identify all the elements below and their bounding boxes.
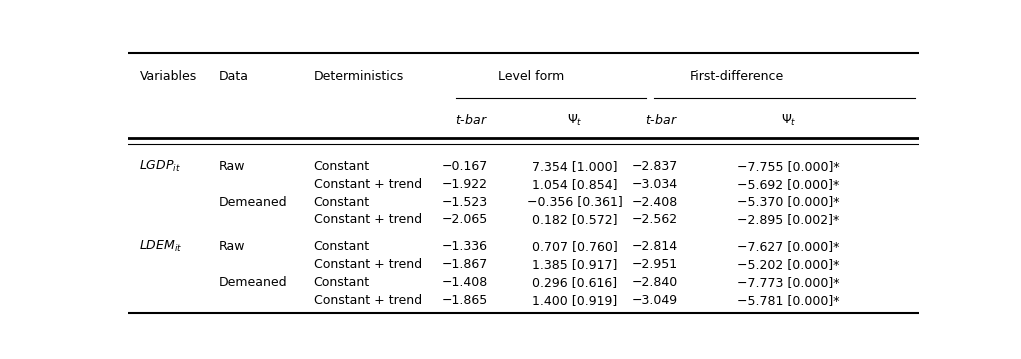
Text: $\Psi_t$: $\Psi_t$ xyxy=(567,113,583,128)
Text: −2.408: −2.408 xyxy=(631,196,678,209)
Text: −2.837: −2.837 xyxy=(631,160,678,173)
Text: Raw: Raw xyxy=(218,240,245,253)
Text: −2.895 [0.002]*: −2.895 [0.002]* xyxy=(737,214,839,227)
Text: 0.707 [0.760]: 0.707 [0.760] xyxy=(532,240,618,253)
Text: −5.692 [0.000]*: −5.692 [0.000]* xyxy=(737,178,839,191)
Text: −2.562: −2.562 xyxy=(631,214,678,227)
Text: −1.523: −1.523 xyxy=(441,196,488,209)
Text: −1.865: −1.865 xyxy=(441,294,488,307)
Text: 1.385 [0.917]: 1.385 [0.917] xyxy=(532,258,618,271)
Text: −7.755 [0.000]*: −7.755 [0.000]* xyxy=(737,160,839,173)
Text: Constant + trend: Constant + trend xyxy=(313,178,422,191)
Text: LDEM$_{it}$: LDEM$_{it}$ xyxy=(140,239,183,254)
Text: Constant + trend: Constant + trend xyxy=(313,214,422,227)
Text: −7.773 [0.000]*: −7.773 [0.000]* xyxy=(737,276,839,289)
Text: Constant: Constant xyxy=(313,276,370,289)
Text: 1.054 [0.854]: 1.054 [0.854] xyxy=(532,178,618,191)
Text: −7.627 [0.000]*: −7.627 [0.000]* xyxy=(737,240,839,253)
Text: 7.354 [1.000]: 7.354 [1.000] xyxy=(532,160,618,173)
Text: −5.781 [0.000]*: −5.781 [0.000]* xyxy=(737,294,839,307)
Text: Level form: Level form xyxy=(498,70,565,83)
Text: −1.336: −1.336 xyxy=(442,240,488,253)
Text: −1.408: −1.408 xyxy=(441,276,488,289)
Text: −1.867: −1.867 xyxy=(441,258,488,271)
Text: $\Psi_t$: $\Psi_t$ xyxy=(780,113,796,128)
Text: $t$-bar: $t$-bar xyxy=(645,113,678,127)
Text: −5.370 [0.000]*: −5.370 [0.000]* xyxy=(737,196,839,209)
Text: −2.814: −2.814 xyxy=(631,240,678,253)
Text: Demeaned: Demeaned xyxy=(218,276,287,289)
Text: Demeaned: Demeaned xyxy=(218,196,287,209)
Text: −3.049: −3.049 xyxy=(631,294,678,307)
Text: $t$-bar: $t$-bar xyxy=(455,113,488,127)
Text: −2.840: −2.840 xyxy=(631,276,678,289)
Text: −2.951: −2.951 xyxy=(631,258,678,271)
Text: Constant: Constant xyxy=(313,160,370,173)
Text: Raw: Raw xyxy=(218,160,245,173)
Text: LGDP$_{it}$: LGDP$_{it}$ xyxy=(140,159,182,174)
Text: Data: Data xyxy=(218,70,249,83)
Text: −0.356 [0.361]: −0.356 [0.361] xyxy=(527,196,623,209)
Text: Deterministics: Deterministics xyxy=(313,70,404,83)
Text: −0.167: −0.167 xyxy=(441,160,488,173)
Text: 1.400 [0.919]: 1.400 [0.919] xyxy=(532,294,618,307)
Text: −2.065: −2.065 xyxy=(441,214,488,227)
Text: Constant + trend: Constant + trend xyxy=(313,258,422,271)
Text: −3.034: −3.034 xyxy=(631,178,678,191)
Text: First-difference: First-difference xyxy=(690,70,784,83)
Text: Constant: Constant xyxy=(313,196,370,209)
Text: −1.922: −1.922 xyxy=(442,178,488,191)
Text: 0.296 [0.616]: 0.296 [0.616] xyxy=(532,276,618,289)
Text: Variables: Variables xyxy=(140,70,197,83)
Text: −5.202 [0.000]*: −5.202 [0.000]* xyxy=(737,258,839,271)
Text: Constant: Constant xyxy=(313,240,370,253)
Text: Constant + trend: Constant + trend xyxy=(313,294,422,307)
Text: 0.182 [0.572]: 0.182 [0.572] xyxy=(532,214,618,227)
